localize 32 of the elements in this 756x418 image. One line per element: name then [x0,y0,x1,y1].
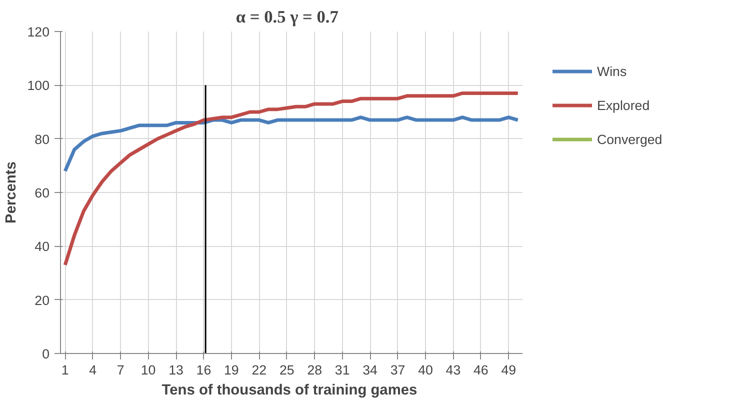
x-tick-label: 13 [168,362,184,378]
x-tick-label: 43 [446,362,461,378]
y-tick-label: 0 [42,346,50,362]
chart-title: α = 0.5 γ = 0.7 [236,8,339,26]
x-tick-label: 34 [362,362,378,378]
x-tick-label: 46 [474,362,488,378]
x-tick-label: 16 [196,362,212,378]
y-tick-label: 40 [34,239,50,254]
x-tick-label: 28 [307,362,322,378]
x-tick-label: 25 [279,362,294,378]
x-tick-label: 7 [116,362,124,378]
x-tick-label: 37 [390,362,406,378]
x-tick-label: 22 [252,362,267,378]
line-series [63,91,520,267]
y-tick-label: 100 [27,78,50,94]
legend-label: Explored [597,98,650,112]
x-tick-label: 40 [418,362,433,378]
x-axis-title: Tens of thousands of training games [162,382,418,398]
y-tick-label: 80 [34,132,50,147]
x-tick-label: 1 [61,362,69,378]
x-tick-label: 10 [140,362,156,378]
x-tick-label: 49 [501,362,516,378]
legend-label: Converged [597,132,662,146]
legend-label: Wins [597,64,627,78]
x-tick-label: 31 [334,362,350,378]
x-tick-label: 19 [224,362,239,378]
y-axis-title: Percents [3,162,20,224]
y-tick-label: 20 [34,292,50,308]
y-tick-label: 60 [34,186,50,200]
x-tick-label: 4 [89,362,98,378]
y-tick-label: 120 [27,24,50,40]
line-series [63,116,520,173]
